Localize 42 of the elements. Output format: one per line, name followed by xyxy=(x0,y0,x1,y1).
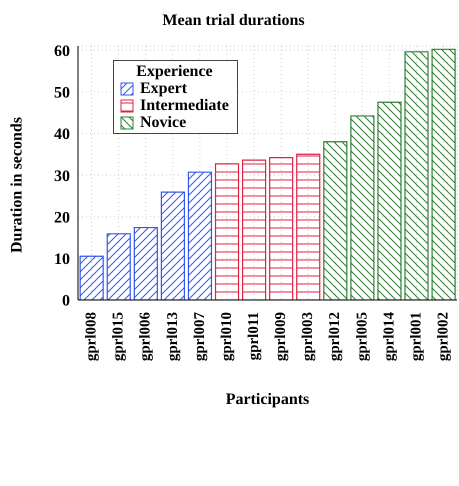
x-tick-label: gprl003 xyxy=(300,312,316,362)
bar xyxy=(377,102,402,300)
x-tick-label: gprl013 xyxy=(164,312,181,362)
y-tick-label: 30 xyxy=(54,168,70,185)
bar xyxy=(106,233,131,300)
x-tick-label: gprl008 xyxy=(84,312,100,362)
bar xyxy=(134,226,158,300)
legend-label: Expert xyxy=(140,80,188,97)
bar xyxy=(431,48,456,300)
y-tick-label: 50 xyxy=(54,84,70,102)
legend-label: Intermediate xyxy=(140,97,229,114)
bar xyxy=(160,192,185,300)
y-tick-label: 0 xyxy=(62,292,70,310)
y-tick-label: 40 xyxy=(54,126,70,144)
bar xyxy=(350,115,374,300)
y-tick-label: 20 xyxy=(54,209,70,226)
x-tick-label: gprl012 xyxy=(327,312,344,362)
x-tick-label: gprl015 xyxy=(110,312,127,362)
y-axis-title: Duration in seconds xyxy=(8,116,26,253)
bar xyxy=(80,256,104,300)
y-tick-label: 10 xyxy=(54,251,70,268)
x-axis-title: Participants xyxy=(226,391,310,408)
bar xyxy=(269,156,294,300)
y-tick-label: 60 xyxy=(54,42,70,60)
legend-label: Novice xyxy=(140,114,186,131)
x-tick-label: gprl009 xyxy=(273,312,290,362)
x-tick-label: gprl014 xyxy=(381,312,398,362)
x-tick-label: gprl005 xyxy=(354,312,370,362)
x-tick-label: gprl007 xyxy=(192,312,208,362)
bar xyxy=(323,141,348,300)
bar xyxy=(214,163,240,300)
bar xyxy=(296,154,320,300)
chart-title: Mean trial durations xyxy=(161,12,306,30)
x-tick-label: gprl011 xyxy=(246,312,262,360)
x-tick-label: gprl010 xyxy=(218,312,235,362)
x-tick-label: gprl001 xyxy=(408,312,424,362)
bar xyxy=(404,51,429,300)
bar xyxy=(188,172,212,300)
bar xyxy=(242,159,266,300)
x-tick-label: gprl006 xyxy=(138,312,154,362)
x-tick-label: gprl002 xyxy=(435,312,452,362)
legend-title: Experience xyxy=(135,63,214,80)
